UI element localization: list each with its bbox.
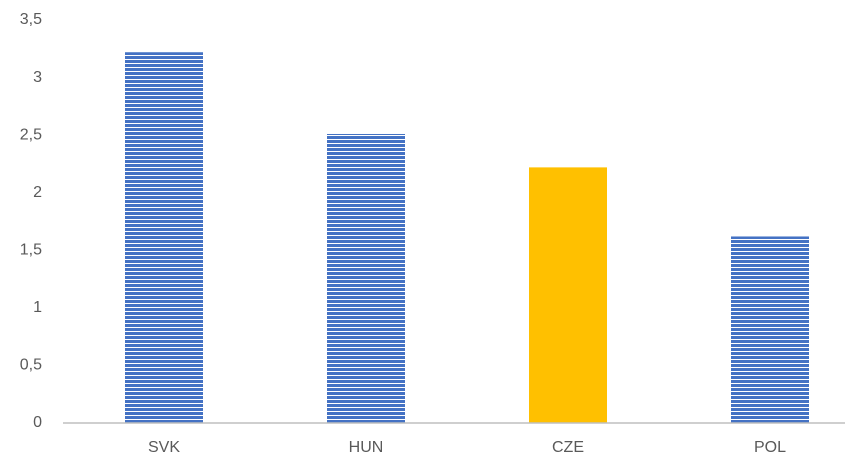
bar	[125, 52, 203, 424]
y-tick-label: 1,5	[20, 242, 42, 259]
y-tick-label: 2,5	[20, 126, 42, 143]
x-tick-label: HUN	[349, 439, 384, 456]
y-tick-label: 0	[33, 414, 42, 431]
x-tick-label: POL	[754, 439, 786, 456]
y-tick-label: 3	[33, 69, 42, 86]
y-tick-label: 2	[33, 184, 42, 201]
x-tick-label: SVK	[148, 439, 180, 456]
x-tick-label: CZE	[552, 439, 584, 456]
y-tick-label: 3,5	[20, 11, 42, 28]
y-tick-label: 0,5	[20, 357, 42, 374]
y-tick-label: 1	[33, 299, 42, 316]
bar	[327, 133, 405, 423]
bar	[529, 167, 607, 423]
bar	[731, 236, 809, 423]
